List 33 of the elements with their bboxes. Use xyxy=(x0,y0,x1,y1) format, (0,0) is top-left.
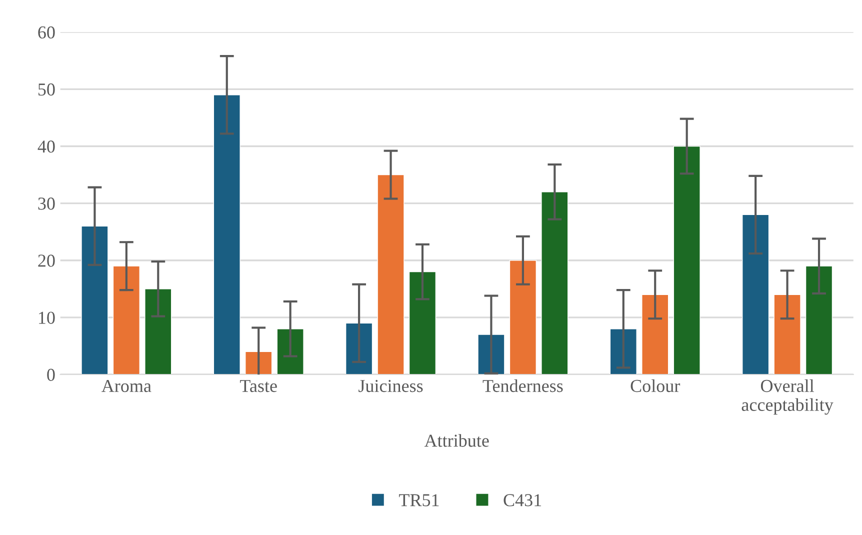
bar xyxy=(805,266,833,374)
bar xyxy=(245,351,272,374)
x-tick-label: Tenderness xyxy=(482,379,563,392)
y-tick-label: 40 xyxy=(38,140,55,153)
y-tick-label: 20 xyxy=(38,254,55,267)
x-tick-label: Overall acceptability xyxy=(742,379,834,415)
bar xyxy=(774,294,801,374)
bar xyxy=(610,328,637,374)
x-tick-label: Taste xyxy=(240,380,277,392)
bar xyxy=(112,266,140,374)
bar xyxy=(377,174,404,374)
x-tick-label: Juiciness xyxy=(358,380,423,392)
x-axis-title: Attribute xyxy=(424,434,489,447)
y-tick-label: 30 xyxy=(38,198,55,210)
y-tick-label: 60 xyxy=(38,26,55,39)
bar xyxy=(509,260,537,374)
bar xyxy=(742,214,770,374)
legend-label: TR51 xyxy=(399,494,439,506)
bar xyxy=(408,271,436,374)
bar xyxy=(213,94,240,374)
bar xyxy=(642,294,669,374)
x-tick-label: Colour xyxy=(630,379,680,392)
bar xyxy=(541,192,568,374)
y-tick-label: 10 xyxy=(39,312,55,324)
legend-label: C431 xyxy=(504,494,542,506)
y-tick-label: 0 xyxy=(47,368,55,381)
x-tick-label: Aroma xyxy=(102,380,152,392)
bar xyxy=(81,226,108,374)
bar xyxy=(276,328,304,374)
bar xyxy=(144,288,172,374)
bar xyxy=(673,146,700,374)
bar xyxy=(345,322,373,374)
y-tick-label: 50 xyxy=(38,83,55,96)
